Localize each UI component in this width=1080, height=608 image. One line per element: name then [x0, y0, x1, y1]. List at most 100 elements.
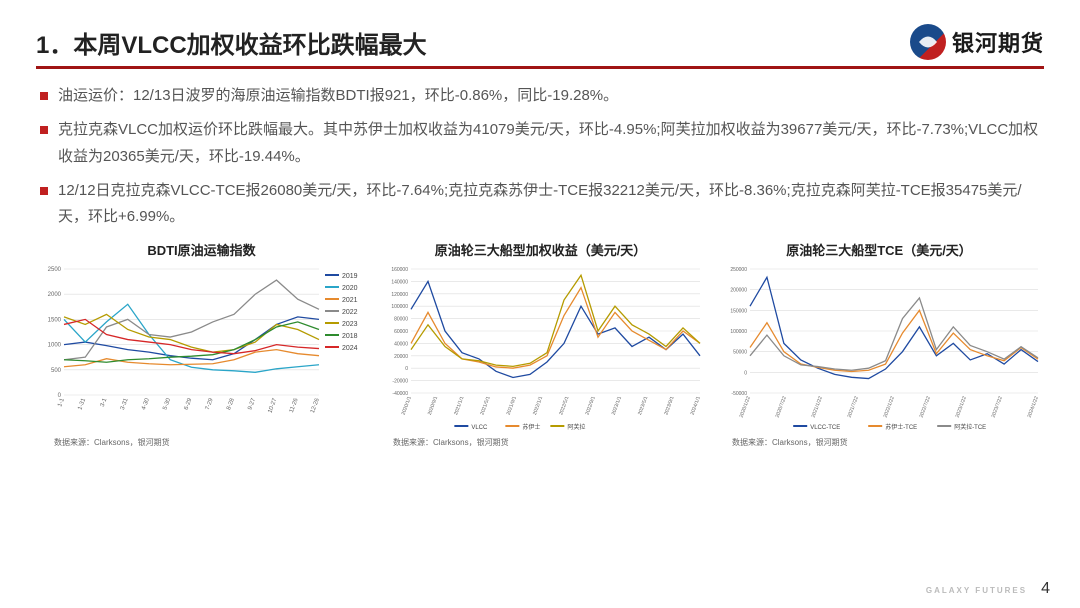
svg-text:2021/1/1: 2021/1/1 — [453, 396, 465, 417]
svg-text:2000: 2000 — [48, 292, 62, 298]
header-rule — [36, 66, 1044, 69]
bullet-square-icon — [40, 92, 48, 100]
svg-text:1000: 1000 — [48, 343, 62, 349]
svg-text:150000: 150000 — [730, 309, 747, 315]
svg-text:250000: 250000 — [730, 267, 747, 273]
bullet-square-icon — [40, 187, 48, 195]
header-row: 1．本周VLCC加权收益环比跌幅最大 银河期货 — [36, 24, 1044, 60]
bullet-square-icon — [40, 126, 48, 134]
svg-text:苏伊士: 苏伊士 — [522, 423, 540, 431]
svg-text:50000: 50000 — [733, 350, 747, 356]
svg-text:1-31: 1-31 — [77, 397, 87, 411]
svg-text:2023/5/1: 2023/5/1 — [637, 396, 649, 417]
chart-weighted: 原油轮三大船型加权收益（美元/天） -40000 -20000 0 20000 4000… — [375, 240, 706, 448]
bullet-text: 油运运价：12/13日波罗的海原油运输指数BDTI报921，环比-0.86%，同… — [58, 83, 618, 109]
svg-text:160000: 160000 — [391, 267, 408, 273]
logo-mark-icon — [910, 24, 946, 60]
svg-text:2024: 2024 — [342, 345, 358, 352]
svg-text:12-26: 12-26 — [310, 397, 321, 414]
svg-text:2020/7/22: 2020/7/22 — [775, 396, 788, 419]
slide: 1．本周VLCC加权收益环比跌幅最大 银河期货 油运运价：12/13日波罗的海原… — [0, 0, 1080, 608]
logo-text: 银河期货 — [952, 26, 1044, 58]
svg-text:2020/9/1: 2020/9/1 — [427, 396, 439, 417]
svg-text:2022/5/1: 2022/5/1 — [558, 396, 570, 417]
svg-text:2019: 2019 — [342, 273, 358, 280]
svg-text:120000: 120000 — [391, 292, 408, 298]
svg-text:-50000: -50000 — [731, 391, 747, 397]
chart-tce: 原油轮三大船型TCE（美元/天） -50000 0 50000 100000 15000… — [714, 240, 1044, 448]
svg-text:500: 500 — [51, 368, 62, 374]
svg-text:5-30: 5-30 — [162, 397, 172, 411]
svg-text:9-27: 9-27 — [247, 397, 257, 411]
svg-text:40000: 40000 — [394, 342, 408, 348]
svg-text:80000: 80000 — [394, 317, 408, 323]
svg-text:2022: 2022 — [342, 309, 358, 316]
bullet-item: 油运运价：12/13日波罗的海原油运输指数BDTI报921，环比-0.86%，同… — [40, 83, 1040, 109]
svg-text:6-29: 6-29 — [184, 397, 194, 411]
svg-text:阿芙拉-TCE: 阿芙拉-TCE — [954, 423, 986, 431]
chart-canvas: -50000 0 50000 100000 150000 200000 250000 2020… — [714, 263, 1044, 433]
svg-text:阿芙拉: 阿芙拉 — [567, 423, 585, 431]
svg-text:2018: 2018 — [342, 333, 358, 340]
svg-text:10-27: 10-27 — [267, 397, 278, 414]
svg-text:2500: 2500 — [48, 267, 62, 273]
chart-source: 数据来源：Clarksons，银河期货 — [393, 437, 706, 448]
svg-text:3-31: 3-31 — [120, 397, 130, 411]
chart-source: 数据来源：Clarksons，银河期货 — [732, 437, 1044, 448]
svg-text:1500: 1500 — [48, 318, 62, 324]
svg-text:2023/9/1: 2023/9/1 — [663, 396, 675, 417]
svg-text:2021/9/1: 2021/9/1 — [506, 396, 518, 417]
chart-bdti: BDTI原油运输指数 050010001500200025001-11-313-… — [36, 240, 367, 448]
svg-text:2023/1/22: 2023/1/22 — [955, 396, 968, 419]
svg-text:2020/1/22: 2020/1/22 — [739, 396, 752, 419]
svg-text:2020: 2020 — [342, 285, 358, 292]
svg-text:2021/5/1: 2021/5/1 — [479, 396, 491, 417]
svg-text:2021/7/22: 2021/7/22 — [847, 396, 860, 419]
logo: 银河期货 — [910, 24, 1044, 60]
svg-text:0: 0 — [744, 371, 747, 377]
svg-text:100000: 100000 — [391, 304, 408, 310]
page-title: 1．本周VLCC加权收益环比跌幅最大 — [36, 25, 427, 60]
svg-text:苏伊士-TCE: 苏伊士-TCE — [885, 423, 917, 431]
svg-text:20000: 20000 — [394, 354, 408, 360]
svg-text:2021/1/22: 2021/1/22 — [811, 396, 824, 419]
svg-text:3-1: 3-1 — [100, 397, 109, 408]
svg-text:2022/9/1: 2022/9/1 — [584, 396, 596, 417]
svg-text:2024/1/22: 2024/1/22 — [1027, 396, 1040, 419]
bullet-item: 12/12日克拉克森VLCC-TCE报26080美元/天，环比-7.64%;克拉… — [40, 178, 1040, 231]
chart-canvas: 050010001500200025001-11-313-13-314-305-… — [36, 263, 367, 433]
svg-text:-20000: -20000 — [392, 379, 408, 385]
svg-text:60000: 60000 — [394, 329, 408, 335]
svg-text:0: 0 — [405, 366, 408, 372]
svg-text:2022/1/22: 2022/1/22 — [883, 396, 896, 419]
svg-text:140000: 140000 — [391, 280, 408, 286]
footer-brand: GALAXY FUTURES — [926, 586, 1027, 595]
svg-text:2023/7/22: 2023/7/22 — [991, 396, 1004, 419]
svg-text:7-29: 7-29 — [205, 397, 215, 411]
svg-text:2024/1/1: 2024/1/1 — [690, 396, 702, 417]
svg-text:200000: 200000 — [730, 288, 747, 294]
svg-text:2022/7/22: 2022/7/22 — [919, 396, 932, 419]
bullet-text: 克拉克森VLCC加权运价环比跌幅最大。其中苏伊士加权收益为41079美元/天，环… — [58, 117, 1040, 170]
chart-title: 原油轮三大船型TCE（美元/天） — [714, 240, 1044, 259]
chart-canvas: -40000 -20000 0 20000 40000 60000 80000 100000 1… — [375, 263, 706, 433]
bullet-item: 克拉克森VLCC加权运价环比跌幅最大。其中苏伊士加权收益为41079美元/天，环… — [40, 117, 1040, 170]
page-number: 4 — [1041, 580, 1050, 598]
svg-text:11-26: 11-26 — [289, 397, 300, 414]
svg-text:VLCC: VLCC — [471, 425, 488, 431]
svg-text:2020/1/1: 2020/1/1 — [401, 396, 413, 417]
footer: GALAXY FUTURES 4 — [926, 580, 1050, 598]
chart-row: BDTI原油运输指数 050010001500200025001-11-313-… — [36, 240, 1044, 448]
svg-text:100000: 100000 — [730, 329, 747, 335]
svg-text:2021: 2021 — [342, 297, 358, 304]
svg-text:2023: 2023 — [342, 321, 358, 328]
chart-title: 原油轮三大船型加权收益（美元/天） — [375, 240, 706, 259]
bullet-list: 油运运价：12/13日波罗的海原油运输指数BDTI报921，环比-0.86%，同… — [40, 83, 1040, 230]
svg-text:-40000: -40000 — [392, 391, 408, 397]
chart-source: 数据来源：Clarksons，银河期货 — [54, 437, 367, 448]
svg-text:2023/1/1: 2023/1/1 — [611, 396, 623, 417]
bullet-text: 12/12日克拉克森VLCC-TCE报26080美元/天，环比-7.64%;克拉… — [58, 178, 1040, 231]
svg-text:VLCC-TCE: VLCC-TCE — [810, 425, 840, 431]
svg-text:2022/1/1: 2022/1/1 — [532, 396, 544, 417]
svg-text:4-30: 4-30 — [141, 397, 151, 411]
